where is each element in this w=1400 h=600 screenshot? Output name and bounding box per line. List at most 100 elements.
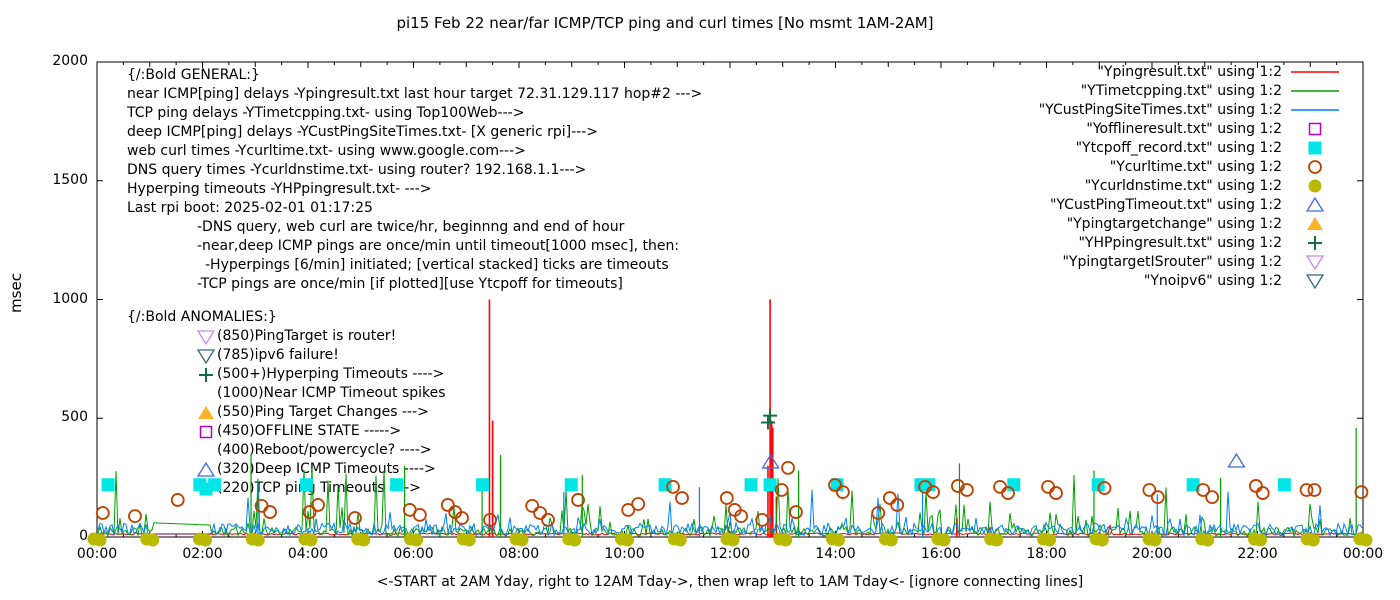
series-Ytcpoff-point xyxy=(1186,478,1200,492)
square-open-icon xyxy=(199,425,213,438)
legend-sample-glyph xyxy=(1307,216,1323,230)
series-Ycurltime-point xyxy=(781,460,795,475)
legend-marker-sample xyxy=(1308,122,1322,135)
x-axis-caption: <-START at 2AM Yday, right to 12AM Tday-… xyxy=(376,574,1084,590)
series-Ycurldnstime-point xyxy=(298,532,312,546)
x-tick-label: 00:00 xyxy=(76,546,118,562)
series-Ycurltime-point xyxy=(871,506,886,520)
legend-marker-sample xyxy=(1308,179,1322,192)
x-tick-label: 22:00 xyxy=(1237,546,1278,562)
legend-marker-sample xyxy=(1308,141,1322,154)
series-Ycurltime-point xyxy=(1354,485,1369,500)
series-Ycurldnstime-point xyxy=(146,533,160,547)
legend-marker-sample xyxy=(1305,273,1325,289)
legend-line-sample xyxy=(1291,70,1339,73)
series-Ycurltime-point xyxy=(890,498,905,512)
legend-label: "Ycurltime.txt" using 1:2 xyxy=(1109,158,1282,175)
series-Ycurltime-point xyxy=(541,513,555,527)
series-Ytcpoff-point xyxy=(1007,478,1021,492)
x-tick-label: 10:00 xyxy=(604,546,645,562)
no-icon xyxy=(197,443,217,459)
legend-item: "YCustPingTimeout.txt" using 1:2 xyxy=(1039,195,1342,214)
legend-item: "Ynoipv6" using 1:2 xyxy=(1039,271,1342,290)
series-Ycurldnstime-point xyxy=(1142,532,1156,546)
legend-label: "Ynoipv6" using 1:2 xyxy=(1143,272,1282,289)
series-Ycurldnstime-point xyxy=(726,533,740,547)
series-Ycurldnstime-point xyxy=(93,533,107,547)
y-axis-label: msec xyxy=(7,273,25,313)
legend-item: "YpingtargetISrouter" using 1:2 xyxy=(1039,252,1342,271)
series-Ycurldnstime-point xyxy=(1201,533,1215,547)
series-Ycurltime-point xyxy=(1249,479,1263,493)
series-Ycurldnstime-point xyxy=(140,532,154,546)
series-Ycurltime-point xyxy=(1049,486,1063,500)
anomaly-item: (400)Reboot/powercycle? ----> xyxy=(127,441,446,460)
general-line: -TCP pings are once/min [if plotted][use… xyxy=(197,276,623,292)
legend-item: "Ycurldnstime.txt" using 1:2 xyxy=(1039,176,1342,195)
legend-label: "Ypingtargetchange" using 1:2 xyxy=(1066,215,1282,232)
series-Ycurldnstime-point xyxy=(404,532,417,546)
series-YCustPingTimeout-point xyxy=(761,453,780,469)
legend-sample-glyph xyxy=(1308,179,1322,192)
series-Ycurldnstime-point xyxy=(1148,533,1162,547)
general-line: Hyperping timeouts -YHPpingresult.txt- -… xyxy=(127,181,432,197)
chart-title: pi15 Feb 22 near/far ICMP/TCP ping and c… xyxy=(396,14,934,32)
series-Ycurltime-point xyxy=(402,503,417,517)
x-tick-label: 00:00 xyxy=(1342,546,1384,562)
series-Ycurltime-point xyxy=(882,491,897,505)
x-tick-label: 04:00 xyxy=(287,546,329,562)
legend-item: "Ycurltime.txt" using 1:2 xyxy=(1039,157,1342,176)
legend-marker-sample xyxy=(1305,196,1325,212)
series-Ypingresult-line xyxy=(97,524,1363,536)
series-Ytcpoff-point xyxy=(914,478,928,492)
legend-item: "YHPpingresult.txt" using 1:2 xyxy=(1039,233,1342,252)
square-fill-icon xyxy=(199,482,213,495)
anomaly-item: (785)ipv6 failure! xyxy=(127,346,446,365)
legend-marker-sample xyxy=(1305,254,1325,270)
series-Ycurltime-point xyxy=(918,479,933,494)
series-Ycurltime-point xyxy=(311,498,325,512)
series-Ytcpoff-point xyxy=(1091,478,1105,492)
series-Ycurltime-point xyxy=(959,483,974,497)
series-Ycurldnstime-point xyxy=(878,532,892,546)
series-Ycurltime-point xyxy=(348,511,362,525)
series-Ycurldnstime-point xyxy=(1254,533,1267,547)
legend-line-sample xyxy=(1291,89,1339,92)
legend-item: "Yofflineresult.txt" using 1:2 xyxy=(1039,119,1342,138)
general-line: DNS query times -Ycurldnstime.txt- using… xyxy=(127,162,587,178)
series-Ycurldnstime-point xyxy=(193,532,206,546)
legend-label: "Ypingresult.txt" using 1:2 xyxy=(1097,63,1282,80)
series-Ytcpoff-point xyxy=(658,478,672,492)
series-Ycurltime-point xyxy=(525,498,540,513)
y-tick-label: 1000 xyxy=(52,290,88,307)
series-Ycurldnstime-point xyxy=(720,532,734,546)
series-Ycurldnstime-point xyxy=(615,532,628,546)
series-Ytcpoff-point xyxy=(763,478,777,492)
series-Ycurltime-point xyxy=(719,491,734,505)
series-Ycurldnstime-point xyxy=(1037,532,1050,546)
series-Ycurldnstime-point xyxy=(773,532,787,546)
anomaly-icon-glyph xyxy=(197,329,216,345)
series-Ycurldnstime-point xyxy=(1248,532,1261,546)
series-Ycurltime-point xyxy=(631,497,646,511)
x-tick-label: 12:00 xyxy=(709,546,751,562)
anomalies-header: {/:Bold ANOMALIES:} xyxy=(127,309,277,325)
no-icon xyxy=(197,386,217,402)
legend-label: "YCustPingTimeout.txt" using 1:2 xyxy=(1049,196,1282,213)
general-line: Last rpi boot: 2025-02-01 01:17:25 xyxy=(127,200,373,216)
anomaly-label: (785)ipv6 failure! xyxy=(217,347,339,363)
legend-sample-glyph xyxy=(1308,122,1322,135)
series-Ycurltime-point xyxy=(254,498,269,513)
y-tick-label: 2000 xyxy=(52,53,88,69)
series-Ycurldnstime-point xyxy=(1089,532,1103,546)
series-Ycurldnstime-point xyxy=(199,533,212,547)
general-line: {/:Bold GENERAL:} xyxy=(127,67,260,83)
triangle-open-icon xyxy=(197,461,216,477)
anomaly-label: (320)Deep ICMP Timeouts ----> xyxy=(217,461,436,477)
series-Ycurltime-point xyxy=(1097,481,1112,495)
anomaly-label: (550)Ping Target Changes ---> xyxy=(217,404,429,420)
series-Ycurltime-point xyxy=(734,509,748,523)
series-Ycurltime-point xyxy=(1307,483,1322,497)
series-Ytcpoff-point xyxy=(922,478,936,492)
series-Ytcpoff-point xyxy=(101,478,115,492)
